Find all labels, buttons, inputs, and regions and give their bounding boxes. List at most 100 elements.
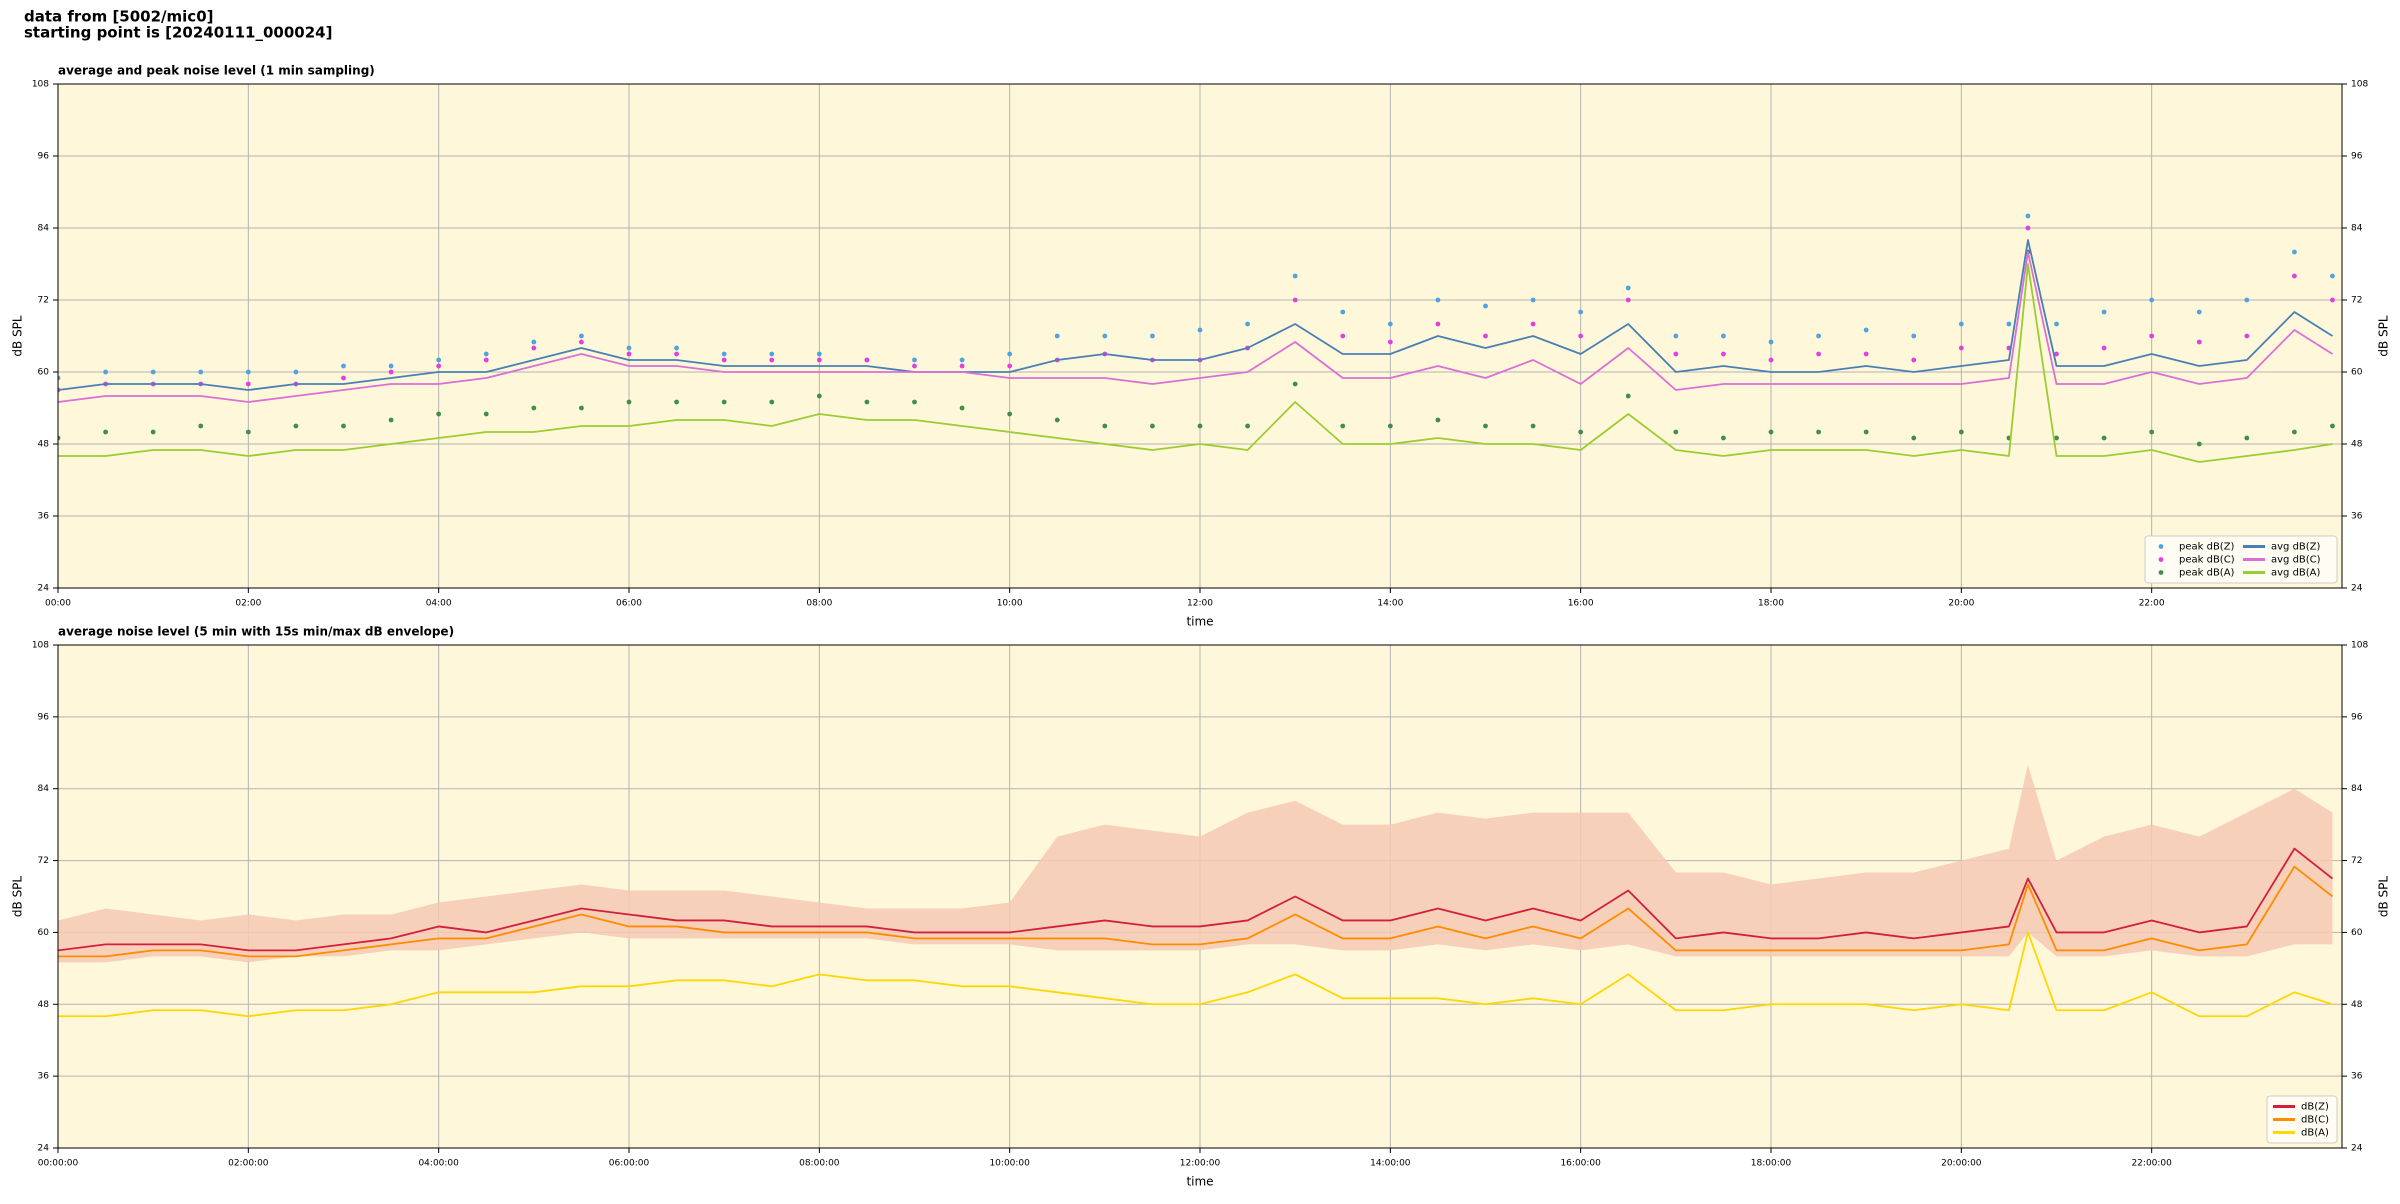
peak-dot [579, 405, 584, 411]
x-tick-label: 02:00:00 [228, 1159, 269, 1169]
y-axis-label: dB SPL [11, 315, 25, 357]
peak-dot [1958, 345, 1964, 351]
peak-dot [721, 351, 727, 357]
peak-dot [1197, 423, 1203, 429]
y-tick-label: 84 [38, 784, 50, 794]
peak-dot [436, 357, 442, 363]
peak-dot [579, 339, 584, 345]
x-tick-label: 04:00 [426, 599, 452, 609]
y-tick-label: 24 [2351, 1144, 2363, 1154]
envelope-area [58, 764, 2333, 963]
peak-dot [436, 411, 442, 417]
peak-dot [1911, 333, 1917, 339]
y-tick-label: 72 [38, 856, 49, 866]
peak-dot [1387, 339, 1393, 345]
y-tick-label: 96 [2351, 152, 2363, 162]
peak-dot [2101, 435, 2107, 441]
peak-dot [1340, 309, 1346, 315]
header-line: data from [5002/mic0] [24, 8, 214, 26]
peak-dot [1768, 357, 1774, 363]
legend-label: avg dB(Z) [2271, 542, 2321, 553]
peak-dot [1007, 351, 1013, 357]
peak-dot [2330, 273, 2335, 279]
peak-dot [2244, 435, 2250, 441]
x-tick-label: 06:00 [616, 599, 642, 609]
peak-dot [769, 351, 775, 357]
chart-title: average and peak noise level (1 min samp… [58, 64, 375, 78]
peak-dot [1816, 333, 1821, 339]
peak-dot [245, 369, 251, 375]
peak-dot [1245, 423, 1250, 429]
y-tick-label: 36 [2351, 1072, 2363, 1082]
x-tick-label: 10:00 [997, 599, 1023, 609]
peak-dot [245, 381, 251, 387]
series-line [58, 931, 2333, 1018]
y-tick-label: 24 [2351, 584, 2363, 594]
peak-dot [912, 357, 917, 363]
peak-dot [1292, 381, 1298, 387]
peak-dot [1673, 351, 1679, 357]
y-tick-label: 48 [2351, 1000, 2363, 1010]
y-tick-label: 60 [38, 368, 50, 378]
peak-dot [2025, 213, 2031, 219]
peak-dot [1340, 333, 1346, 339]
peak-dot [2330, 423, 2335, 429]
x-tick-label: 04:00:00 [418, 1159, 459, 1169]
peak-dot [864, 357, 870, 363]
x-tick-label: 12:00 [1187, 599, 1213, 609]
peak-dot [1435, 321, 1441, 327]
y-tick-label: 108 [2351, 641, 2368, 651]
peak-dot [150, 369, 156, 375]
y-tick-label: 48 [2351, 440, 2363, 450]
x-tick-label: 16:00:00 [1560, 1159, 1601, 1169]
peak-dot [912, 399, 917, 405]
peak-dot [1625, 285, 1631, 291]
peak-dot [959, 405, 965, 411]
peak-dot [341, 375, 346, 381]
peak-dot [1007, 363, 1013, 369]
y-tick-label: 48 [38, 1000, 50, 1010]
legend-label: dB(Z) [2301, 1102, 2329, 1113]
y-tick-label: 108 [2351, 80, 2368, 90]
peak-dot [674, 345, 679, 351]
peak-dot [1816, 351, 1821, 357]
plot-area [58, 764, 2334, 1018]
peak-dot [483, 411, 489, 417]
peak-dot [912, 363, 917, 369]
peak-dot [1435, 417, 1441, 423]
peak-dot [1816, 429, 1821, 435]
peak-dot [1387, 423, 1393, 429]
peak-dot [1863, 327, 1869, 333]
peak-dot [58, 375, 61, 381]
legend-marker [2158, 570, 2164, 575]
peak-dot [1863, 351, 1869, 357]
peak-dot [483, 351, 489, 357]
x-tick-label: 10:00:00 [989, 1159, 1030, 1169]
y-tick-label: 108 [32, 641, 49, 651]
peak-dot [150, 429, 156, 435]
peak-dot [626, 345, 632, 351]
y-tick-label: 72 [2351, 856, 2362, 866]
peak-dot [198, 423, 204, 429]
legend-label: dB(C) [2301, 1115, 2329, 1126]
y-tick-label: 72 [38, 296, 49, 306]
peak-dot [1054, 417, 1060, 423]
peak-dot [1673, 333, 1679, 339]
legend-label: avg dB(C) [2271, 555, 2321, 566]
legend-box [2144, 535, 2338, 584]
peak-dot [1721, 333, 1726, 339]
peak-dot [721, 357, 727, 363]
peak-dot [2330, 297, 2335, 303]
peak-dot [1625, 297, 1631, 303]
peak-dot [103, 429, 108, 435]
series-line [58, 865, 2334, 958]
peak-dot [2292, 249, 2297, 255]
peak-dot [388, 363, 394, 369]
plot-frame [57, 644, 2343, 1149]
peak-dot [1578, 309, 1584, 315]
peak-dot [531, 405, 537, 411]
peak-dot [2196, 309, 2202, 315]
peak-dot [245, 429, 251, 435]
